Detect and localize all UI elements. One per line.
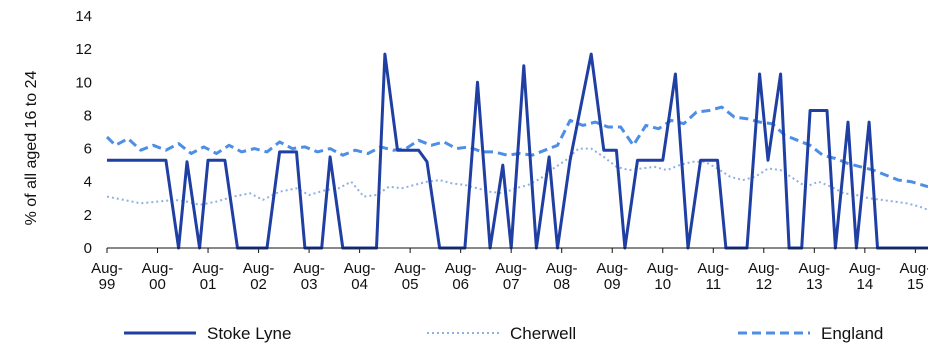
x-tick-label: Aug- xyxy=(344,260,376,277)
y-tick-label: 6 xyxy=(84,141,92,158)
x-tick-label: 09 xyxy=(604,276,621,293)
legend-label: England xyxy=(821,324,883,343)
x-tick-label: 05 xyxy=(402,276,419,293)
x-tick-label: 14 xyxy=(857,276,874,293)
series-line-cherwell xyxy=(106,147,928,211)
y-tick-label: 8 xyxy=(84,107,92,124)
y-tick-label: 0 xyxy=(84,240,92,257)
x-tick-label: Aug- xyxy=(192,260,224,277)
y-tick-label: 4 xyxy=(84,174,92,191)
x-tick-label: 04 xyxy=(351,276,368,293)
x-tick-label: 06 xyxy=(452,276,469,293)
series-line-stoke-lyne xyxy=(107,52,928,250)
x-tick-label: Aug- xyxy=(798,260,830,277)
legend-label: Cherwell xyxy=(510,324,576,343)
y-axis-ticks: 0 2 4 6 8 10 12 14 xyxy=(75,8,92,257)
y-tick-label: 14 xyxy=(75,8,92,25)
x-tick-label: 13 xyxy=(806,276,823,293)
x-axis-ticks: Aug-99Aug-00Aug-01Aug-02Aug-03Aug-04Aug-… xyxy=(91,248,928,293)
x-tick-label: 15 xyxy=(907,276,924,293)
x-tick-label: Aug- xyxy=(445,260,477,277)
x-tick-label: 10 xyxy=(654,276,671,293)
x-tick-label: 08 xyxy=(553,276,570,293)
legend: Stoke Lyne Cherwell England xyxy=(124,324,883,343)
x-tick-label: Aug- xyxy=(394,260,426,277)
x-tick-label: Aug- xyxy=(647,260,679,277)
series-line-england xyxy=(105,105,928,189)
series-lines xyxy=(105,52,928,250)
legend-label: Stoke Lyne xyxy=(207,324,291,343)
x-tick-label: Aug- xyxy=(748,260,780,277)
y-tick-label: 12 xyxy=(75,41,92,58)
y-tick-label: 2 xyxy=(84,207,92,224)
y-axis-label: % of all aged 16 to 24 xyxy=(23,71,40,226)
x-tick-label: Aug- xyxy=(900,260,928,277)
x-tick-label: Aug- xyxy=(91,260,123,277)
x-tick-label: 00 xyxy=(149,276,166,293)
x-tick-label: Aug- xyxy=(849,260,881,277)
x-tick-label: Aug- xyxy=(293,260,325,277)
x-tick-label: Aug- xyxy=(596,260,628,277)
x-tick-label: Aug- xyxy=(697,260,729,277)
x-tick-label: 99 xyxy=(99,276,116,293)
x-tick-label: 01 xyxy=(200,276,217,293)
y-tick-label: 10 xyxy=(75,74,92,91)
x-tick-label: 02 xyxy=(250,276,267,293)
x-tick-label: 07 xyxy=(503,276,520,293)
x-tick-label: 03 xyxy=(301,276,318,293)
x-tick-label: 11 xyxy=(705,276,721,293)
x-tick-label: Aug- xyxy=(495,260,527,277)
x-tick-label: Aug- xyxy=(243,260,275,277)
x-tick-label: Aug- xyxy=(142,260,174,277)
x-tick-label: Aug- xyxy=(546,260,578,277)
x-tick-label: 12 xyxy=(755,276,772,293)
